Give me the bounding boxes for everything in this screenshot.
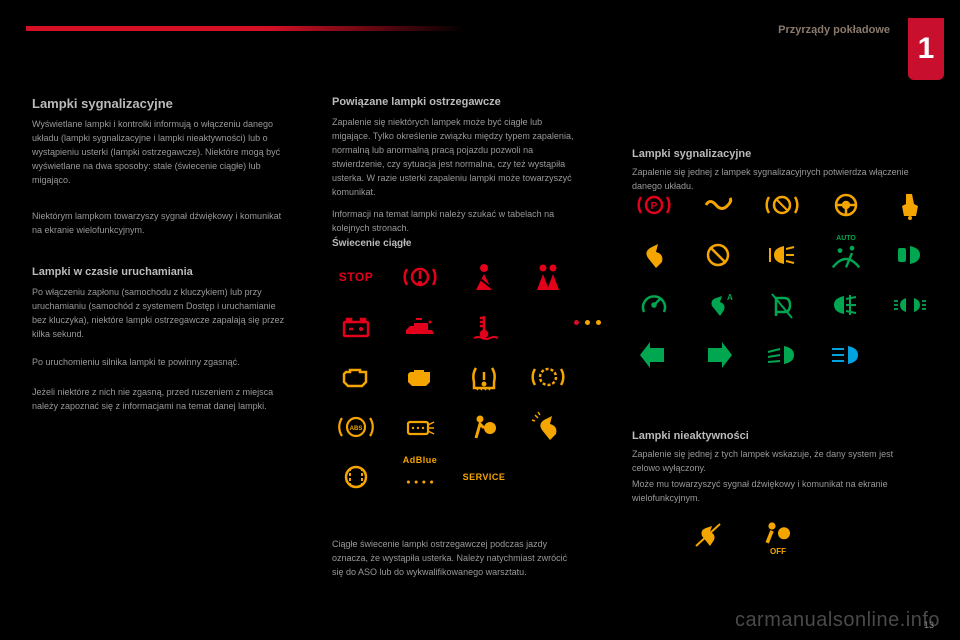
- icon-engine-warning: [334, 358, 378, 396]
- icon-battery: [334, 308, 378, 346]
- icon-empty-3: [888, 336, 932, 374]
- center-sub2-title: Świecenie ciągłe: [332, 238, 412, 249]
- icon-cruise-on: [632, 286, 676, 324]
- icon-rear-fog: [760, 236, 804, 274]
- icon-seatbelt: [462, 258, 506, 296]
- right-r1-title: Lampki sygnalizacyjne: [632, 148, 751, 160]
- icon-front-fog: [824, 286, 868, 324]
- breadcrumb: Przyrządy pokładowe: [778, 24, 890, 36]
- left-sub1-title: Lampki w czasie uruchamiania: [32, 266, 193, 278]
- icon-coolant-temp: [462, 308, 506, 346]
- icon-parking-brake-green: [760, 286, 804, 324]
- watermark: carmanualsonline.info: [735, 609, 940, 632]
- icon-lane-departure: [334, 458, 378, 496]
- icon-esp-active-amber: [632, 236, 676, 274]
- icon-sidelights: [888, 286, 932, 324]
- icon-adblue: AdBlue: [398, 458, 442, 496]
- icon-brake-warning: [398, 258, 442, 296]
- icon-stability-off: [760, 186, 804, 224]
- icon-stop-start: A: [696, 286, 740, 324]
- center-intro: Zapalenie się niektórych lampek może być…: [332, 116, 578, 200]
- warn-legend: [564, 316, 634, 327]
- icon-check-engine: [398, 358, 442, 396]
- center-title: Powiązane lampki ostrzegawcze: [332, 96, 501, 108]
- icon-glow-plug: [696, 186, 740, 224]
- left-para2: Niektórym lampkom towarzyszy sygnał dźwi…: [32, 210, 292, 238]
- center-sub2-text: Ciągłe świecenie lampki ostrzegawczej po…: [332, 538, 578, 580]
- chapter-badge: 1: [908, 18, 944, 80]
- icon-foot-on-brake: [888, 186, 932, 224]
- icon-stop: STOP: [334, 258, 378, 296]
- right-icon-grid-1: P AUTO A: [632, 186, 940, 374]
- left-sub1-text2: Po uruchomieniu silnika lampki te powinn…: [32, 356, 292, 370]
- icon-empty-1: [526, 308, 570, 346]
- left-para1: Wyświetlane lampki i kontrolki informują…: [32, 118, 292, 188]
- svg-text:ABS: ABS: [350, 426, 363, 432]
- center-icon-grid: STOP ABS: [334, 258, 576, 496]
- icon-right-indicator: [696, 336, 740, 374]
- icon-empty-2: [526, 458, 570, 496]
- top-accent-bar: [26, 26, 466, 31]
- icon-cruise-limit-amber: [696, 236, 740, 274]
- right-icon-grid-2: OFF: [686, 516, 808, 554]
- icon-dpf: [398, 408, 442, 446]
- icon-tpms: [462, 358, 506, 396]
- icon-esp: [526, 408, 570, 446]
- right-r2-title: Lampki nieaktywności: [632, 430, 749, 442]
- center-intro2: Informacji na temat lampki należy szukać…: [332, 208, 578, 236]
- icon-left-indicator: [632, 336, 676, 374]
- icon-airbag-off: OFF: [756, 516, 800, 554]
- icon-esp-off: [686, 516, 730, 554]
- icon-oil-pressure: [398, 308, 442, 346]
- svg-text:P: P: [651, 201, 658, 212]
- right-r2-text2: Może mu towarzyszyć sygnał dźwiękowy i k…: [632, 478, 912, 506]
- icon-steering-warning-amber: [824, 186, 868, 224]
- icon-seatbelt-rear: [526, 258, 570, 296]
- icon-parking-brake: P: [632, 186, 676, 224]
- icon-service: SERVICE: [462, 458, 506, 496]
- right-r2-text: Zapalenie się jednej z tych lampek wskaz…: [632, 448, 912, 476]
- icon-brake-pads: [526, 358, 570, 396]
- icon-dipped-beam: [760, 336, 804, 374]
- icon-auto-wipe: AUTO: [824, 236, 868, 274]
- left-sub1-text: Po włączeniu zapłonu (samochodu z kluczy…: [32, 286, 292, 342]
- icon-auto-headlamp: [888, 236, 932, 274]
- left-title: Lampki sygnalizacyjne: [32, 96, 173, 111]
- left-sub1-text3: Jeżeli niektóre z nich nie zgasną, przed…: [32, 386, 292, 414]
- svg-text:A: A: [727, 293, 733, 302]
- icon-airbag: [462, 408, 506, 446]
- page-number: 13: [924, 620, 934, 630]
- icon-abs: ABS: [334, 408, 378, 446]
- icon-main-beam: [824, 336, 868, 374]
